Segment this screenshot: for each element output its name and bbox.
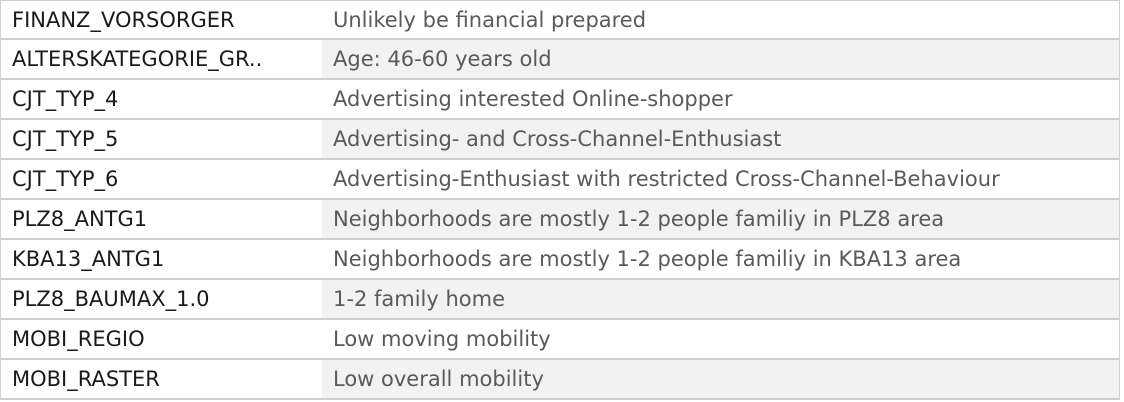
feature-name-cell: MOBI_REGIO: [1, 320, 322, 358]
feature-name-cell: CJT_TYP_5: [1, 120, 322, 158]
feature-name-cell: KBA13_ANTG1: [1, 240, 322, 278]
feature-description-cell: Unlikely be financial prepared: [322, 1, 1119, 38]
table-row: PLZ8_ANTG1 Neighborhoods are mostly 1-2 …: [1, 200, 1119, 240]
table-row: CJT_TYP_5 Advertising- and Cross-Channel…: [1, 120, 1119, 160]
feature-description-cell: Advertising- and Cross-Channel-Enthusias…: [322, 120, 1119, 158]
table-row: CJT_TYP_6 Advertising-Enthusiast with re…: [1, 160, 1119, 200]
table-row: FINANZ_VORSORGER Unlikely be financial p…: [1, 1, 1119, 40]
table-row: ALTERSKATEGORIE_GR.. Age: 46-60 years ol…: [1, 40, 1119, 80]
feature-description-cell: Low overall mobility: [322, 360, 1119, 398]
feature-name-cell: CJT_TYP_6: [1, 160, 322, 198]
feature-name-cell: PLZ8_ANTG1: [1, 200, 322, 238]
feature-description-cell: Advertising interested Online-shopper: [322, 80, 1119, 118]
feature-description-cell: Neighborhoods are mostly 1-2 people fami…: [322, 200, 1119, 238]
table-row: KBA13_ANTG1 Neighborhoods are mostly 1-2…: [1, 240, 1119, 280]
feature-name-cell: MOBI_RASTER: [1, 360, 322, 398]
feature-description-cell: 1-2 family home: [322, 280, 1119, 318]
table-row: PLZ8_BAUMAX_1.0 1-2 family home: [1, 280, 1119, 320]
feature-name-cell: ALTERSKATEGORIE_GR..: [1, 40, 322, 78]
feature-description-cell: Low moving mobility: [322, 320, 1119, 358]
table-row: MOBI_REGIO Low moving mobility: [1, 320, 1119, 360]
table-row: CJT_TYP_4 Advertising interested Online-…: [1, 80, 1119, 120]
feature-description-cell: Neighborhoods are mostly 1-2 people fami…: [322, 240, 1119, 278]
feature-name-cell: PLZ8_BAUMAX_1.0: [1, 280, 322, 318]
feature-name-cell: FINANZ_VORSORGER: [1, 1, 322, 38]
feature-name-cell: CJT_TYP_4: [1, 80, 322, 118]
feature-description-cell: Advertising-Enthusiast with restricted C…: [322, 160, 1119, 198]
feature-description-cell: Age: 46-60 years old: [322, 40, 1119, 78]
table-row: MOBI_RASTER Low overall mobility: [1, 360, 1119, 400]
